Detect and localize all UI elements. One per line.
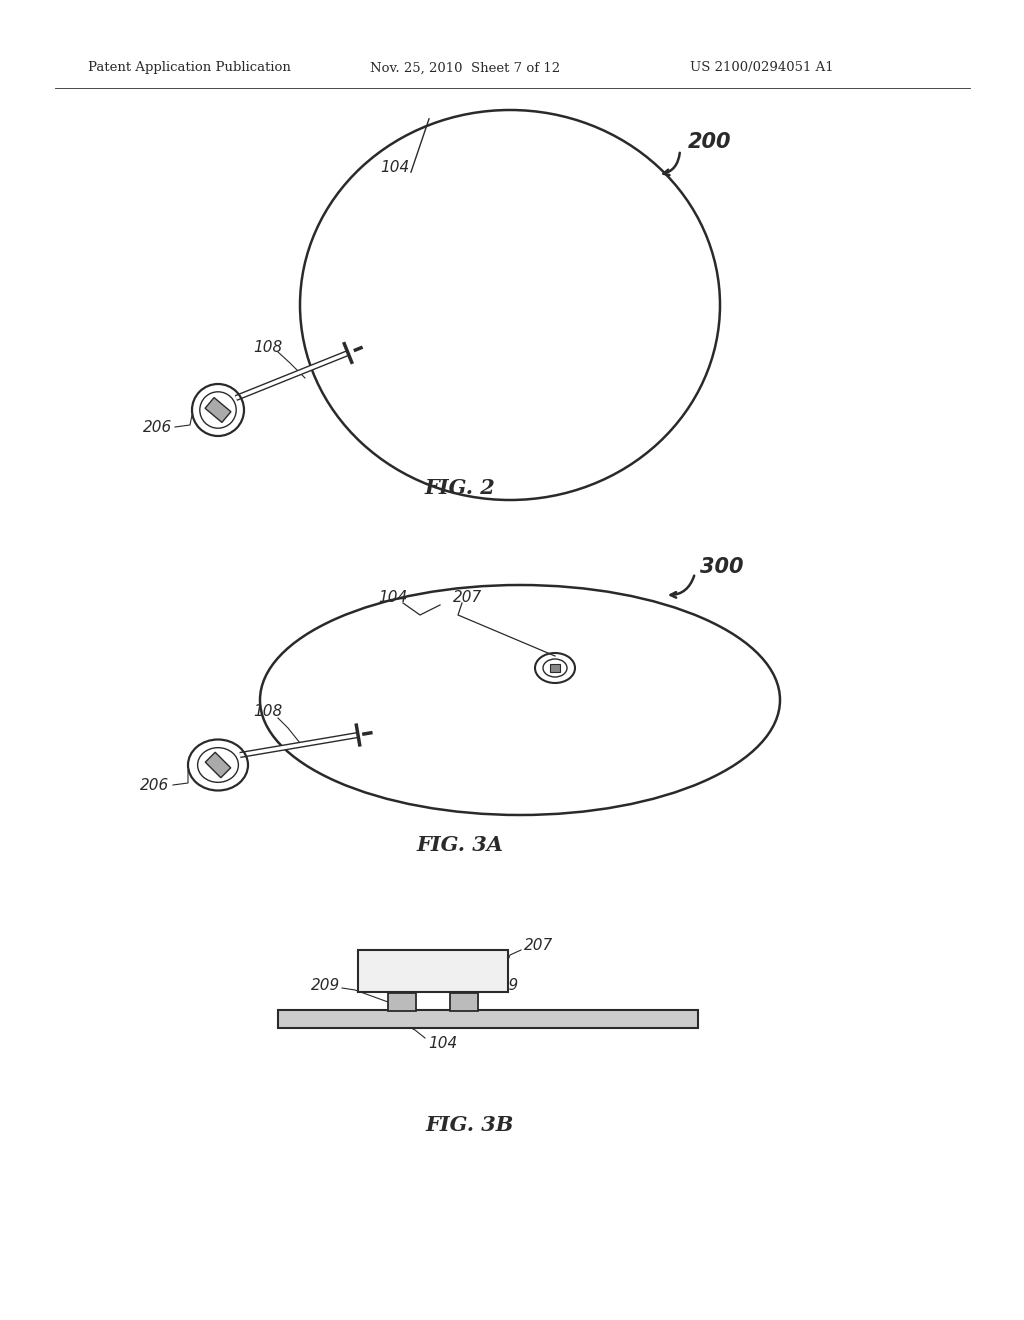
Text: FIG. 3A: FIG. 3A bbox=[417, 836, 504, 855]
Text: 104: 104 bbox=[428, 1035, 458, 1051]
Text: 108: 108 bbox=[253, 705, 283, 719]
Text: Patent Application Publication: Patent Application Publication bbox=[88, 62, 291, 74]
FancyBboxPatch shape bbox=[358, 950, 508, 993]
Text: FIG. 3B: FIG. 3B bbox=[426, 1115, 514, 1135]
Text: FIG. 2: FIG. 2 bbox=[425, 478, 496, 498]
FancyBboxPatch shape bbox=[388, 993, 416, 1011]
Text: 207: 207 bbox=[524, 939, 553, 953]
Text: 104: 104 bbox=[379, 590, 408, 606]
Text: 209: 209 bbox=[310, 978, 340, 993]
Text: 206: 206 bbox=[140, 777, 170, 792]
Text: 104: 104 bbox=[380, 161, 410, 176]
FancyBboxPatch shape bbox=[550, 664, 560, 672]
Text: 206: 206 bbox=[143, 420, 173, 434]
Text: 108: 108 bbox=[253, 339, 283, 355]
FancyBboxPatch shape bbox=[205, 752, 230, 777]
Text: US 2100/0294051 A1: US 2100/0294051 A1 bbox=[690, 62, 834, 74]
Text: 200: 200 bbox=[688, 132, 731, 152]
Text: Nov. 25, 2010  Sheet 7 of 12: Nov. 25, 2010 Sheet 7 of 12 bbox=[370, 62, 560, 74]
Text: 207: 207 bbox=[454, 590, 482, 606]
Text: 209: 209 bbox=[490, 978, 519, 993]
FancyBboxPatch shape bbox=[278, 1010, 698, 1028]
FancyBboxPatch shape bbox=[450, 993, 478, 1011]
Text: 300: 300 bbox=[700, 557, 743, 577]
FancyBboxPatch shape bbox=[205, 397, 231, 422]
